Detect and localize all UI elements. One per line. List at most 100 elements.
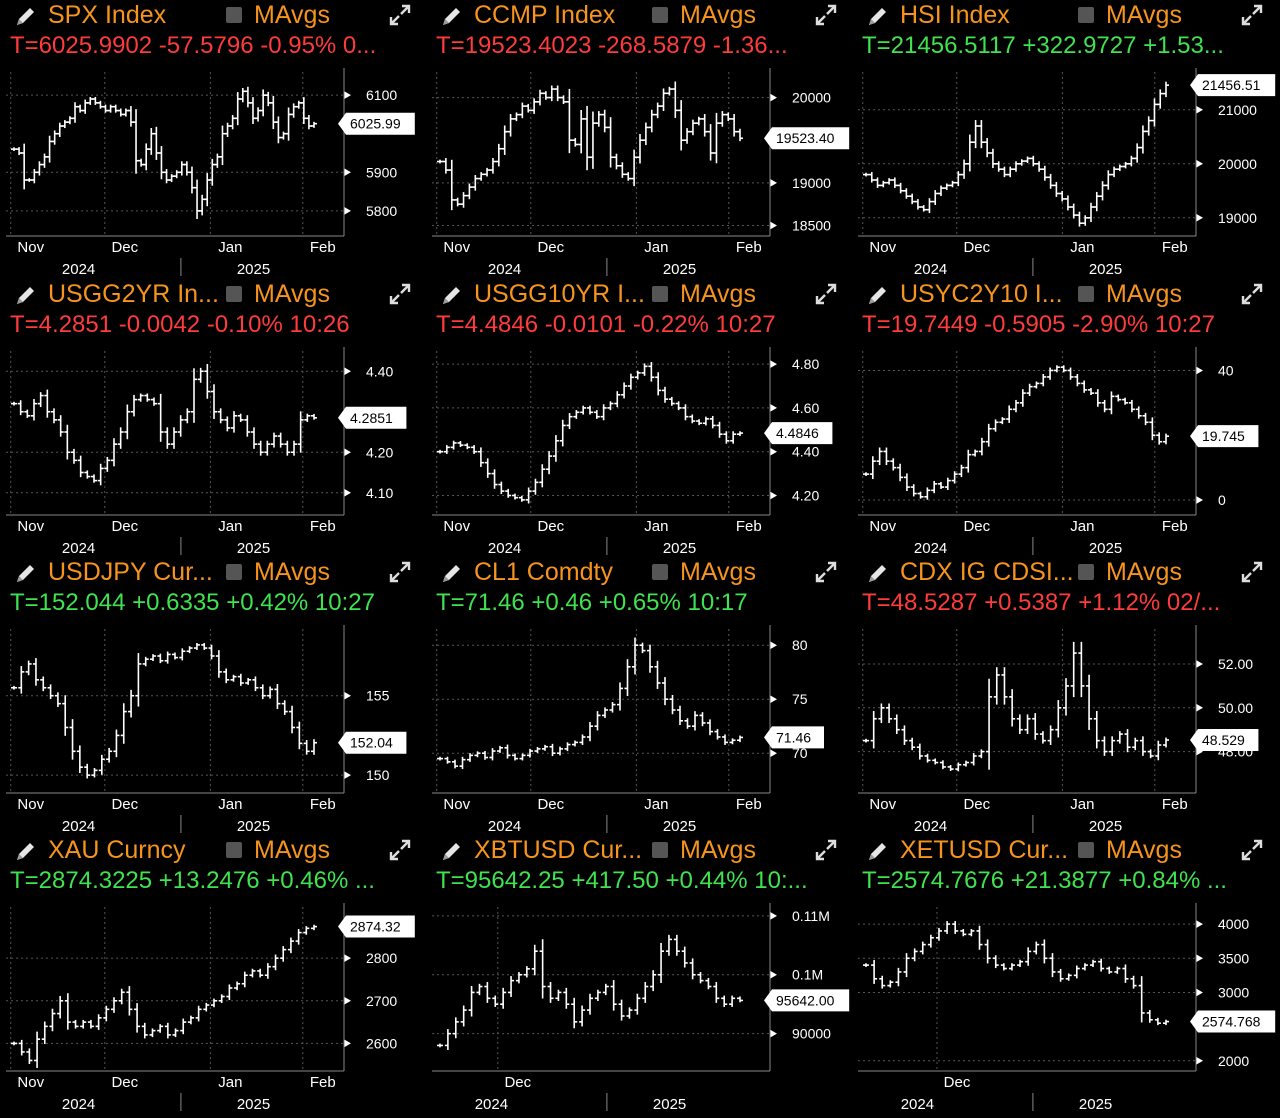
pencil-icon[interactable] xyxy=(866,561,890,585)
mavgs-checkbox[interactable] xyxy=(226,7,242,23)
ohlc-bar xyxy=(208,644,215,660)
pencil-icon[interactable] xyxy=(866,839,890,863)
expand-icon[interactable] xyxy=(388,838,412,862)
ohlc-bar xyxy=(143,143,150,171)
pencil-icon[interactable] xyxy=(14,283,38,307)
mavgs-checkbox[interactable] xyxy=(1078,564,1094,580)
price-chart[interactable]: 4.40 4.20 4.10 Nov Dec Jan Feb 2024 2025 4.2851 xyxy=(0,343,424,557)
ohlc-bar xyxy=(163,169,170,184)
mavgs-label[interactable]: MAvgs xyxy=(1106,1,1182,29)
expand-icon[interactable] xyxy=(388,560,412,584)
ohlc-bar xyxy=(564,742,571,752)
expand-icon[interactable] xyxy=(388,282,412,306)
mavgs-checkbox[interactable] xyxy=(652,842,668,858)
ohlc-bar xyxy=(134,1003,141,1033)
mavgs-label[interactable]: MAvgs xyxy=(254,558,330,586)
x-month-label: Dec xyxy=(537,796,564,813)
x-month-label: Feb xyxy=(1162,518,1188,535)
ohlc-bar xyxy=(958,464,965,478)
mavgs-label[interactable]: MAvgs xyxy=(680,558,756,586)
ticker-label: USGG2YR In... xyxy=(48,280,219,308)
pencil-icon[interactable] xyxy=(440,283,464,307)
mavgs-label[interactable]: MAvgs xyxy=(254,836,330,864)
expand-icon[interactable] xyxy=(814,3,838,27)
price-chart[interactable]: 21000 20000 19000 Nov Dec Jan Feb 2024 2025 21456… xyxy=(852,64,1276,278)
expand-icon[interactable] xyxy=(814,838,838,862)
last-price-label: 21456.51 xyxy=(1202,77,1261,93)
ohlc-bar xyxy=(602,983,609,996)
pencil-icon[interactable] xyxy=(440,4,464,28)
ohlc-bar xyxy=(18,1039,25,1056)
expand-icon[interactable] xyxy=(1240,3,1264,27)
pencil-icon[interactable] xyxy=(14,4,38,28)
mavgs-checkbox[interactable] xyxy=(652,286,668,302)
pencil-icon[interactable] xyxy=(440,839,464,863)
mavgs-label[interactable]: MAvgs xyxy=(680,280,756,308)
price-chart[interactable]: 4.80 4.60 4.40 4.20 Nov Dec Jan Feb 2024 2025 4.48… xyxy=(426,343,850,557)
mavgs-label[interactable]: MAvgs xyxy=(1106,280,1182,308)
mavgs-checkbox[interactable] xyxy=(1078,286,1094,302)
ohlc-bar xyxy=(1088,388,1094,395)
ohlc-bar xyxy=(168,174,175,183)
price-chart[interactable]: 20000 19000 18500 Nov Dec Jan Feb 2024 2025 19523… xyxy=(426,64,850,278)
mavgs-checkbox[interactable] xyxy=(652,564,668,580)
expand-icon[interactable] xyxy=(388,3,412,27)
ohlc-bar xyxy=(527,748,533,758)
mavgs-label[interactable]: MAvgs xyxy=(254,280,330,308)
expand-icon[interactable] xyxy=(814,560,838,584)
mavgs-checkbox[interactable] xyxy=(652,7,668,23)
ohlc-bar xyxy=(211,998,217,1008)
ohlc-bar xyxy=(76,745,83,774)
price-chart[interactable]: 2800 2700 2600 Nov Dec Jan Feb 2024 2025 2874.32 xyxy=(0,899,424,1113)
ohlc-bar xyxy=(164,651,171,664)
quote-line: T=6025.9902 -57.5796 -0.95% 0... xyxy=(10,32,377,59)
ohlc-bar xyxy=(444,756,451,764)
mavgs-checkbox[interactable] xyxy=(226,842,242,858)
ohlc-bar xyxy=(95,1014,102,1030)
pencil-icon[interactable] xyxy=(14,839,38,863)
pencil-icon[interactable] xyxy=(866,283,890,307)
ticker-label: USDJPY Cur... xyxy=(48,558,213,586)
pencil-icon[interactable] xyxy=(440,561,464,585)
y-tick-label: 3000 xyxy=(1218,984,1249,1000)
price-chart[interactable]: 4000 3500 3000 2000 Dec 2024 2025 2574.768 xyxy=(852,899,1276,1113)
ohlc-bar xyxy=(944,921,951,934)
expand-icon[interactable] xyxy=(1240,560,1264,584)
mavgs-label[interactable]: MAvgs xyxy=(254,1,330,29)
expand-icon[interactable] xyxy=(814,282,838,306)
mavgs-checkbox[interactable] xyxy=(226,286,242,302)
pencil-icon[interactable] xyxy=(866,4,890,28)
expand-icon[interactable] xyxy=(1240,838,1264,862)
expand-icon[interactable] xyxy=(1240,282,1264,306)
mavgs-checkbox[interactable] xyxy=(1078,842,1094,858)
price-chart[interactable]: 80 75 70 Nov Dec Jan Feb 2024 2025 71.46 xyxy=(426,621,850,835)
mavgs-checkbox[interactable] xyxy=(226,564,242,580)
ohlc-bar xyxy=(452,759,458,769)
ohlc-bar xyxy=(97,100,104,109)
ohlc-bar xyxy=(194,179,201,219)
y-tick-label: 0.1M xyxy=(792,967,823,983)
x-month-label: Jan xyxy=(644,518,668,535)
y-tick-mark xyxy=(770,403,777,412)
price-chart[interactable]: 155 150 Nov Dec Jan Feb 2024 2025 152.04 xyxy=(0,621,424,835)
price-chart[interactable]: 6100 5900 5800 Nov Dec Jan Feb 2024 2025 6025.99 xyxy=(0,64,424,278)
ohlc-bar xyxy=(513,112,520,122)
mavgs-label[interactable]: MAvgs xyxy=(680,1,756,29)
mavgs-label[interactable]: MAvgs xyxy=(680,836,756,864)
mavgs-label[interactable]: MAvgs xyxy=(1106,836,1182,864)
ohlc-bar xyxy=(607,401,614,411)
ohlc-bar xyxy=(1128,399,1135,413)
price-chart[interactable]: 40 0 Nov Dec Jan Feb 2024 2025 19.745 xyxy=(852,343,1276,557)
ohlc-bar xyxy=(512,493,518,500)
pencil-icon[interactable] xyxy=(14,561,38,585)
mavgs-checkbox[interactable] xyxy=(1078,7,1094,23)
y-tick-mark xyxy=(344,367,351,376)
ohlc-bar xyxy=(634,370,641,380)
y-tick-label: 0 xyxy=(1218,492,1226,508)
ohlc-bar xyxy=(252,676,259,692)
price-chart[interactable]: 0.11M 0.1M 90000 Dec 2024 2025 95642.00 xyxy=(426,899,850,1113)
mavgs-label[interactable]: MAvgs xyxy=(1106,558,1182,586)
ohlc-bar xyxy=(41,153,48,168)
x-year-label: 2024 xyxy=(62,261,95,278)
